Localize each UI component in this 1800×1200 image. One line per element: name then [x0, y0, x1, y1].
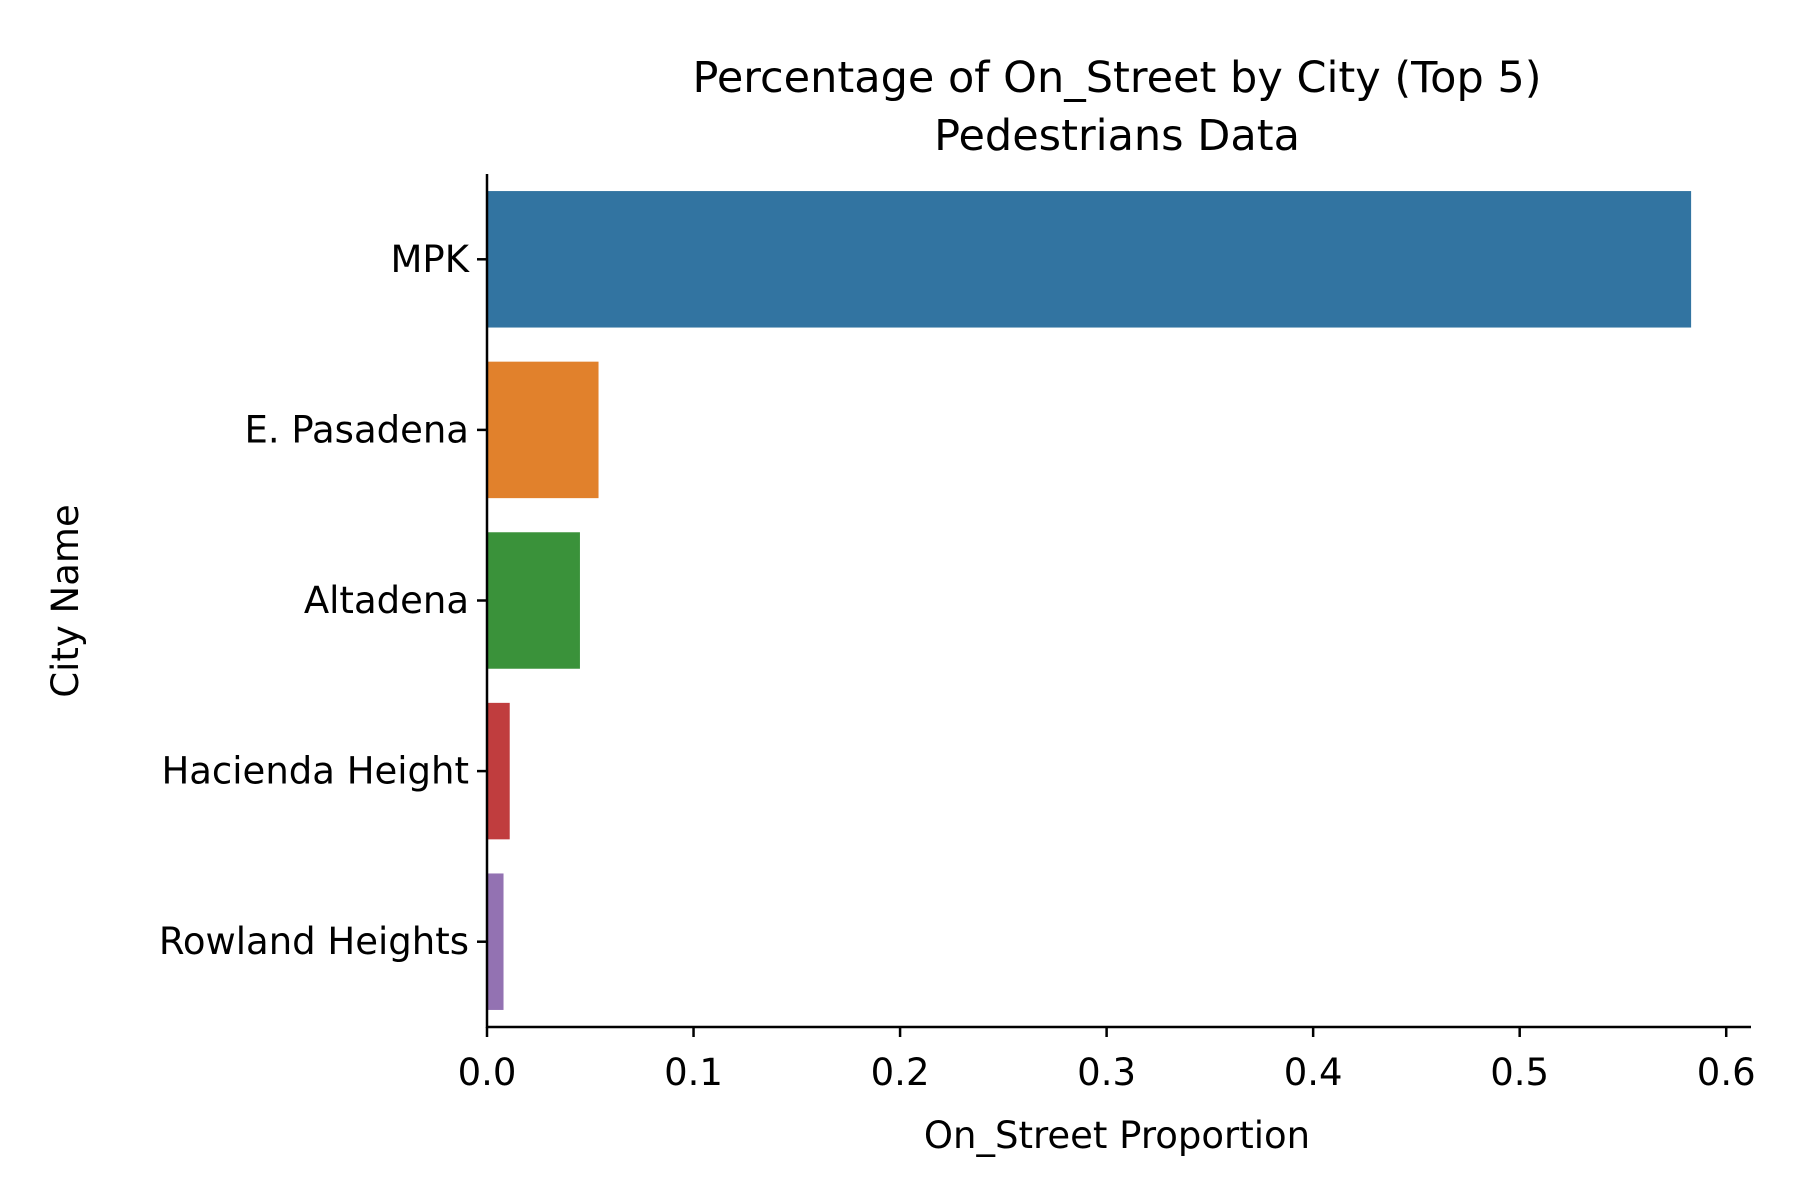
y-tick-label: MPK [391, 238, 471, 281]
x-tick-label: 0.2 [871, 1051, 930, 1094]
y-tick-label: Rowland Heights [159, 920, 469, 963]
bar-hacienda-height [487, 702, 510, 840]
bar-rowland-heights [487, 873, 504, 1010]
y-tick-label: E. Pasadena [244, 408, 469, 451]
y-tick-label: Altadena [304, 579, 469, 622]
bars-group [487, 191, 1692, 1010]
x-tick-label: 0.5 [1490, 1051, 1549, 1094]
y-tick-label: Hacienda Height [161, 750, 469, 793]
bar-mpk [487, 191, 1692, 328]
chart-subtitle: Pedestrians Data [934, 111, 1300, 161]
y-axis-label: City Name [44, 504, 87, 697]
x-ticks-group: 0.0 0.1 0.2 0.3 0.4 0.5 0.6 [458, 1027, 1756, 1094]
y-ticks-group: MPK E. Pasadena Altadena Hacienda Height Row… [159, 238, 487, 963]
x-tick-label: 0.4 [1284, 1051, 1343, 1094]
x-tick-label: 0.0 [458, 1051, 517, 1094]
x-tick-label: 0.3 [1077, 1051, 1136, 1094]
bar-altadena [487, 532, 580, 669]
x-tick-label: 0.1 [664, 1051, 723, 1094]
x-axis-label: On_Street Proportion [924, 1114, 1310, 1157]
x-tick-label: 0.6 [1697, 1051, 1756, 1094]
bar-e-pasadena [487, 361, 599, 499]
chart-title: Percentage of On_Street by City (Top 5) [692, 53, 1541, 103]
